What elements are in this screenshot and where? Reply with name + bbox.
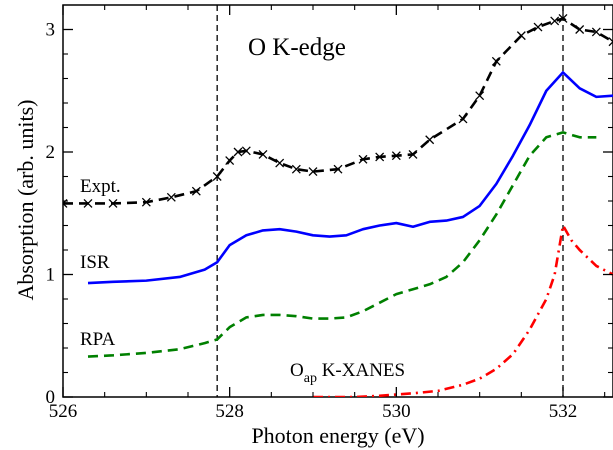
series-line-expt-	[63, 17, 613, 205]
data-point	[166, 192, 176, 202]
reference-lines	[216, 5, 564, 397]
chart-title: O K-edge	[248, 34, 346, 61]
label-rpa: RPA	[80, 329, 115, 350]
data-point	[533, 22, 543, 32]
y-tick-label: 1	[46, 265, 56, 286]
series-line-o-ap-k-xanes	[313, 224, 613, 397]
label-expt: Expt.	[80, 176, 121, 197]
data-point	[550, 16, 560, 26]
data-point	[212, 172, 222, 181]
series-line-rpa	[87, 131, 597, 358]
label-oap-xanes: Oap K-XANES	[290, 360, 405, 386]
data-point	[608, 37, 613, 47]
data-point	[233, 147, 243, 157]
data-point	[458, 114, 468, 124]
data-point	[591, 27, 601, 37]
series-line-isr	[87, 71, 613, 285]
label-oap-main: O	[290, 360, 304, 381]
y-tick-label: 0	[46, 387, 56, 408]
data-point	[475, 91, 485, 101]
data-point	[491, 56, 501, 66]
data-point	[333, 164, 343, 174]
label-oap-rest: K-XANES	[317, 360, 405, 381]
x-tick-label: 530	[382, 401, 411, 422]
data-point	[141, 197, 151, 207]
y-tick-label: 2	[46, 142, 56, 163]
x-tick-label: 526	[49, 401, 78, 422]
data-point	[225, 156, 235, 166]
data-point	[291, 164, 301, 174]
label-oap-sub: ap	[304, 371, 317, 386]
x-tick-label: 532	[549, 401, 578, 422]
data-point	[83, 198, 93, 208]
data-point	[408, 149, 418, 159]
data-point	[275, 158, 285, 168]
data-point	[358, 154, 368, 164]
x-axis-title: Photon energy (eV)	[251, 423, 424, 448]
data-point	[575, 25, 585, 34]
label-isr: ISR	[80, 252, 110, 273]
axis-ticks: 526 528 530 532 0 1 2 3	[46, 5, 613, 422]
data-point	[308, 167, 318, 177]
data-point	[375, 152, 385, 162]
data-point	[191, 186, 201, 196]
series-layer	[63, 14, 613, 397]
data-point	[258, 149, 268, 159]
data-point	[391, 151, 401, 161]
data-point	[108, 198, 118, 208]
data-point	[516, 31, 526, 41]
data-point	[558, 14, 568, 23]
y-axis-title: Absorption (arb. units)	[13, 99, 38, 300]
x-tick-label: 528	[215, 401, 244, 422]
data-point	[241, 146, 251, 156]
data-point	[425, 135, 435, 145]
y-tick-label: 3	[46, 20, 56, 41]
